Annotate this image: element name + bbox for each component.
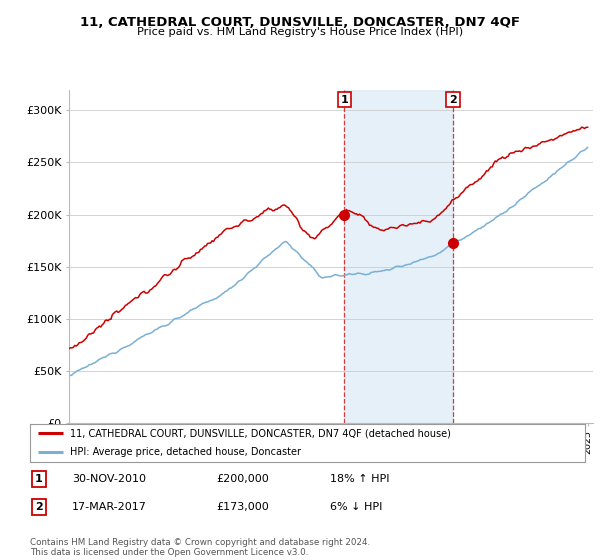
Text: Price paid vs. HM Land Registry's House Price Index (HPI): Price paid vs. HM Land Registry's House … — [137, 27, 463, 37]
Text: 11, CATHEDRAL COURT, DUNSVILLE, DONCASTER, DN7 4QF (detached house): 11, CATHEDRAL COURT, DUNSVILLE, DONCASTE… — [70, 428, 451, 438]
Text: 1: 1 — [35, 474, 43, 484]
Text: 17-MAR-2017: 17-MAR-2017 — [72, 502, 147, 512]
Text: 30-NOV-2010: 30-NOV-2010 — [72, 474, 146, 484]
Text: 2: 2 — [449, 95, 457, 105]
Text: HPI: Average price, detached house, Doncaster: HPI: Average price, detached house, Donc… — [70, 447, 301, 458]
Text: 6% ↓ HPI: 6% ↓ HPI — [330, 502, 382, 512]
Bar — [344, 90, 453, 423]
Text: £173,000: £173,000 — [216, 502, 269, 512]
Text: 2: 2 — [35, 502, 43, 512]
Text: 18% ↑ HPI: 18% ↑ HPI — [330, 474, 389, 484]
Text: 1: 1 — [340, 95, 348, 105]
Text: 11, CATHEDRAL COURT, DUNSVILLE, DONCASTER, DN7 4QF: 11, CATHEDRAL COURT, DUNSVILLE, DONCASTE… — [80, 16, 520, 29]
Text: Contains HM Land Registry data © Crown copyright and database right 2024.
This d: Contains HM Land Registry data © Crown c… — [30, 538, 370, 557]
Text: £200,000: £200,000 — [216, 474, 269, 484]
